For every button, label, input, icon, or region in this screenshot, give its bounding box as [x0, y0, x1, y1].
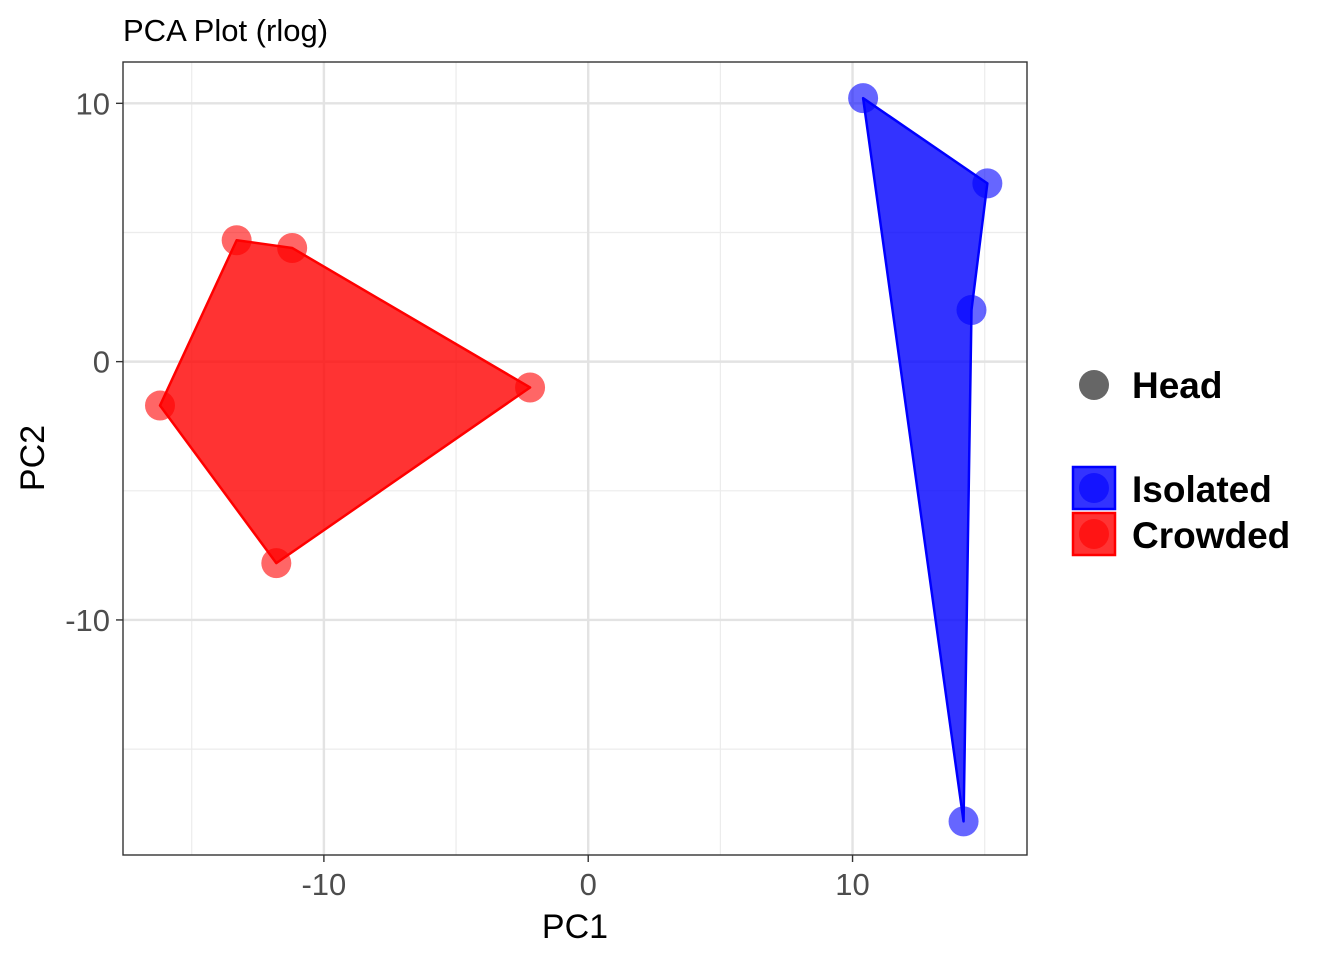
legend-point-isolated [1079, 473, 1109, 503]
legend-label-crowded: Crowded [1132, 515, 1290, 556]
group-hulls [158, 96, 989, 823]
x-axis: -10 0 10 [301, 855, 870, 902]
y-tick-label: -10 [65, 603, 110, 638]
legend: Head Isolated Crowded [1071, 365, 1290, 557]
plot-panel-border [122, 61, 1028, 856]
legend-shape-label: Head [1132, 365, 1222, 406]
point-crowded [145, 390, 176, 421]
x-axis-label: PC1 [542, 908, 608, 946]
legend-series: Isolated Crowded [1071, 465, 1290, 557]
y-axis: -10 0 10 [65, 86, 123, 638]
grid-major [123, 62, 1027, 855]
point-crowded [277, 232, 308, 263]
legend-point-crowded [1079, 519, 1109, 549]
chart-title: PCA Plot (rlog) [123, 13, 328, 48]
point-crowded [261, 548, 292, 579]
point-isolated [972, 168, 1003, 199]
x-tick-label: 10 [835, 867, 869, 902]
point-isolated [956, 294, 987, 325]
legend-label-isolated: Isolated [1132, 469, 1272, 510]
point-crowded [515, 372, 546, 403]
legend-shape-key [1079, 370, 1109, 400]
point-crowded [221, 225, 252, 256]
y-tick-label: 10 [76, 86, 110, 121]
point-isolated [948, 806, 979, 837]
y-tick-label: 0 [93, 345, 110, 380]
y-axis-label: PC2 [14, 425, 52, 491]
x-tick-label: 0 [580, 867, 597, 902]
data-points [145, 83, 1003, 837]
x-tick-label: -10 [301, 867, 346, 902]
point-isolated [848, 83, 879, 114]
